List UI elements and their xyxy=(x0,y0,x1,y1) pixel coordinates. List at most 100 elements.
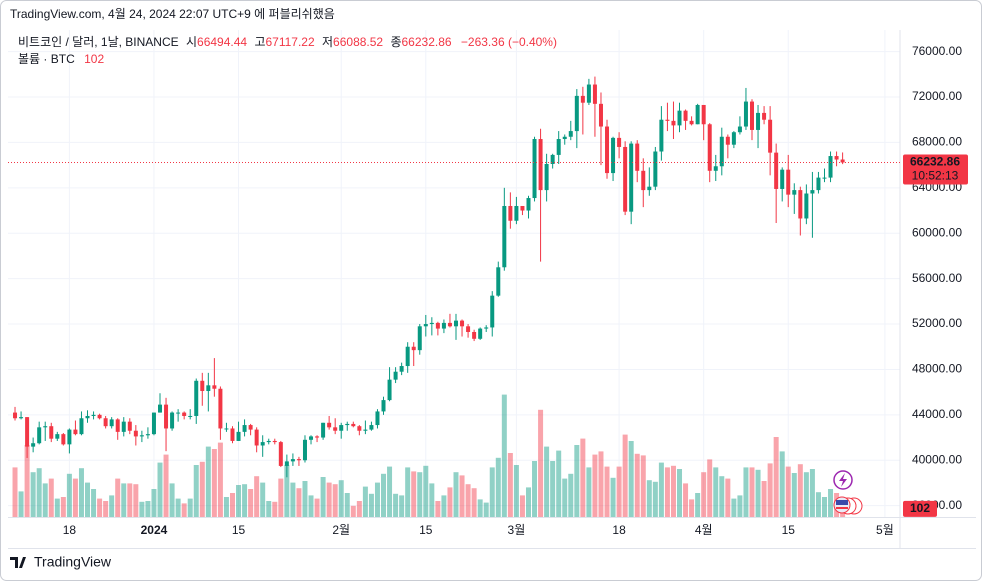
candle-body xyxy=(526,198,531,211)
volume-bar xyxy=(103,501,109,517)
candle-body xyxy=(31,443,36,447)
volume-bar xyxy=(568,473,574,517)
volume-bar xyxy=(350,505,356,517)
candle-body xyxy=(701,104,706,125)
x-tick-label: 15 xyxy=(232,523,246,537)
volume-bar xyxy=(344,493,350,517)
volume-bar xyxy=(278,478,284,517)
volume-bar xyxy=(707,459,713,517)
volume-bar xyxy=(616,466,622,517)
candle-body xyxy=(731,132,736,145)
volume-bar xyxy=(670,465,676,517)
candle-body xyxy=(236,431,241,441)
volume-bar xyxy=(139,501,145,517)
change: −263.36 (−0.40%) xyxy=(461,35,557,49)
volume-bar xyxy=(797,464,803,517)
candle-body xyxy=(393,371,398,380)
candle-body xyxy=(139,435,144,437)
volume-bar xyxy=(115,478,121,517)
volume-bar xyxy=(677,469,683,517)
volume-bar xyxy=(773,437,779,517)
volume-bar xyxy=(525,487,531,517)
candle-body xyxy=(61,434,66,445)
candle-body xyxy=(230,428,235,441)
candle-body xyxy=(302,439,307,461)
volume-bar xyxy=(326,482,332,517)
y-tick-label: 40000.00 xyxy=(912,452,962,466)
candle-body xyxy=(254,429,259,446)
candle-body xyxy=(792,190,797,195)
volume-bar xyxy=(260,482,266,517)
volume-bar xyxy=(652,481,658,517)
symbol: 비트코인 / 달러, 1날, BINANCE xyxy=(18,35,179,49)
volume-bar xyxy=(429,483,435,517)
volume-bar xyxy=(266,501,272,517)
candle-body xyxy=(611,137,616,174)
candle-body xyxy=(25,417,30,447)
candle-body xyxy=(768,119,773,153)
volume-bar xyxy=(362,486,368,517)
volume-bar xyxy=(634,453,640,517)
candle-body xyxy=(345,423,350,426)
volume-bar xyxy=(471,488,477,517)
volume-bar xyxy=(640,455,646,517)
candle-body xyxy=(206,385,211,392)
volume-bar xyxy=(417,472,423,517)
volume-bar xyxy=(501,394,507,517)
high-label: 고 xyxy=(254,35,265,49)
candle-body xyxy=(695,104,700,125)
candle-body xyxy=(828,156,833,178)
volume-bar xyxy=(151,489,157,517)
candle-body xyxy=(321,422,326,438)
volume-label: 볼륨 · BTC xyxy=(18,52,75,66)
candle-body xyxy=(683,110,688,121)
candle-body xyxy=(278,442,283,466)
candle-body xyxy=(562,136,567,140)
candle-body xyxy=(816,177,821,191)
volume-bar xyxy=(97,498,103,517)
volume-bar xyxy=(513,465,519,517)
candle-body xyxy=(719,136,724,167)
volume-bar xyxy=(308,495,314,517)
candle-body xyxy=(369,425,374,430)
candle-body xyxy=(339,425,344,431)
candle-body xyxy=(417,326,422,351)
open-value: 66494.44 xyxy=(197,35,247,49)
volume-value: 102 xyxy=(84,52,104,66)
candle-body xyxy=(532,139,537,199)
header: TradingView.com, 4월 24, 2024 22:07 UTC+9… xyxy=(10,7,335,21)
x-tick-label: 5월 xyxy=(876,523,894,537)
volume-bar xyxy=(658,462,664,517)
volume-bar xyxy=(689,499,695,517)
candle-body xyxy=(786,169,791,195)
volume-bar xyxy=(248,489,254,517)
candle-body xyxy=(689,120,694,125)
volume-bar xyxy=(48,478,54,517)
last-price-label: 66232.86 xyxy=(910,155,960,169)
candle-body xyxy=(103,418,108,427)
volume-bar xyxy=(368,493,374,517)
volume-axis-label: 102 xyxy=(910,501,930,515)
volume-bar xyxy=(157,462,163,517)
low-label: 저 xyxy=(322,35,333,49)
y-tick-label: 68000.00 xyxy=(912,135,962,149)
candle-body xyxy=(653,151,658,187)
candle-body xyxy=(586,84,591,103)
volume-legend: 볼륨 · BTC 102 xyxy=(18,52,104,66)
volume-bar xyxy=(405,467,411,517)
volume-bar xyxy=(586,467,592,517)
candle-body xyxy=(242,425,247,432)
y-tick-label: 52000.00 xyxy=(912,316,962,330)
volume-bar xyxy=(181,503,187,517)
candle-body xyxy=(133,430,138,437)
volume-bar xyxy=(290,482,296,517)
volume-bar xyxy=(133,484,139,517)
candle-body xyxy=(447,322,452,327)
volume-bar xyxy=(791,473,797,517)
candle-body xyxy=(647,186,652,191)
candle-body xyxy=(635,143,640,171)
candle-body xyxy=(115,419,120,432)
volume-bar xyxy=(211,449,217,517)
